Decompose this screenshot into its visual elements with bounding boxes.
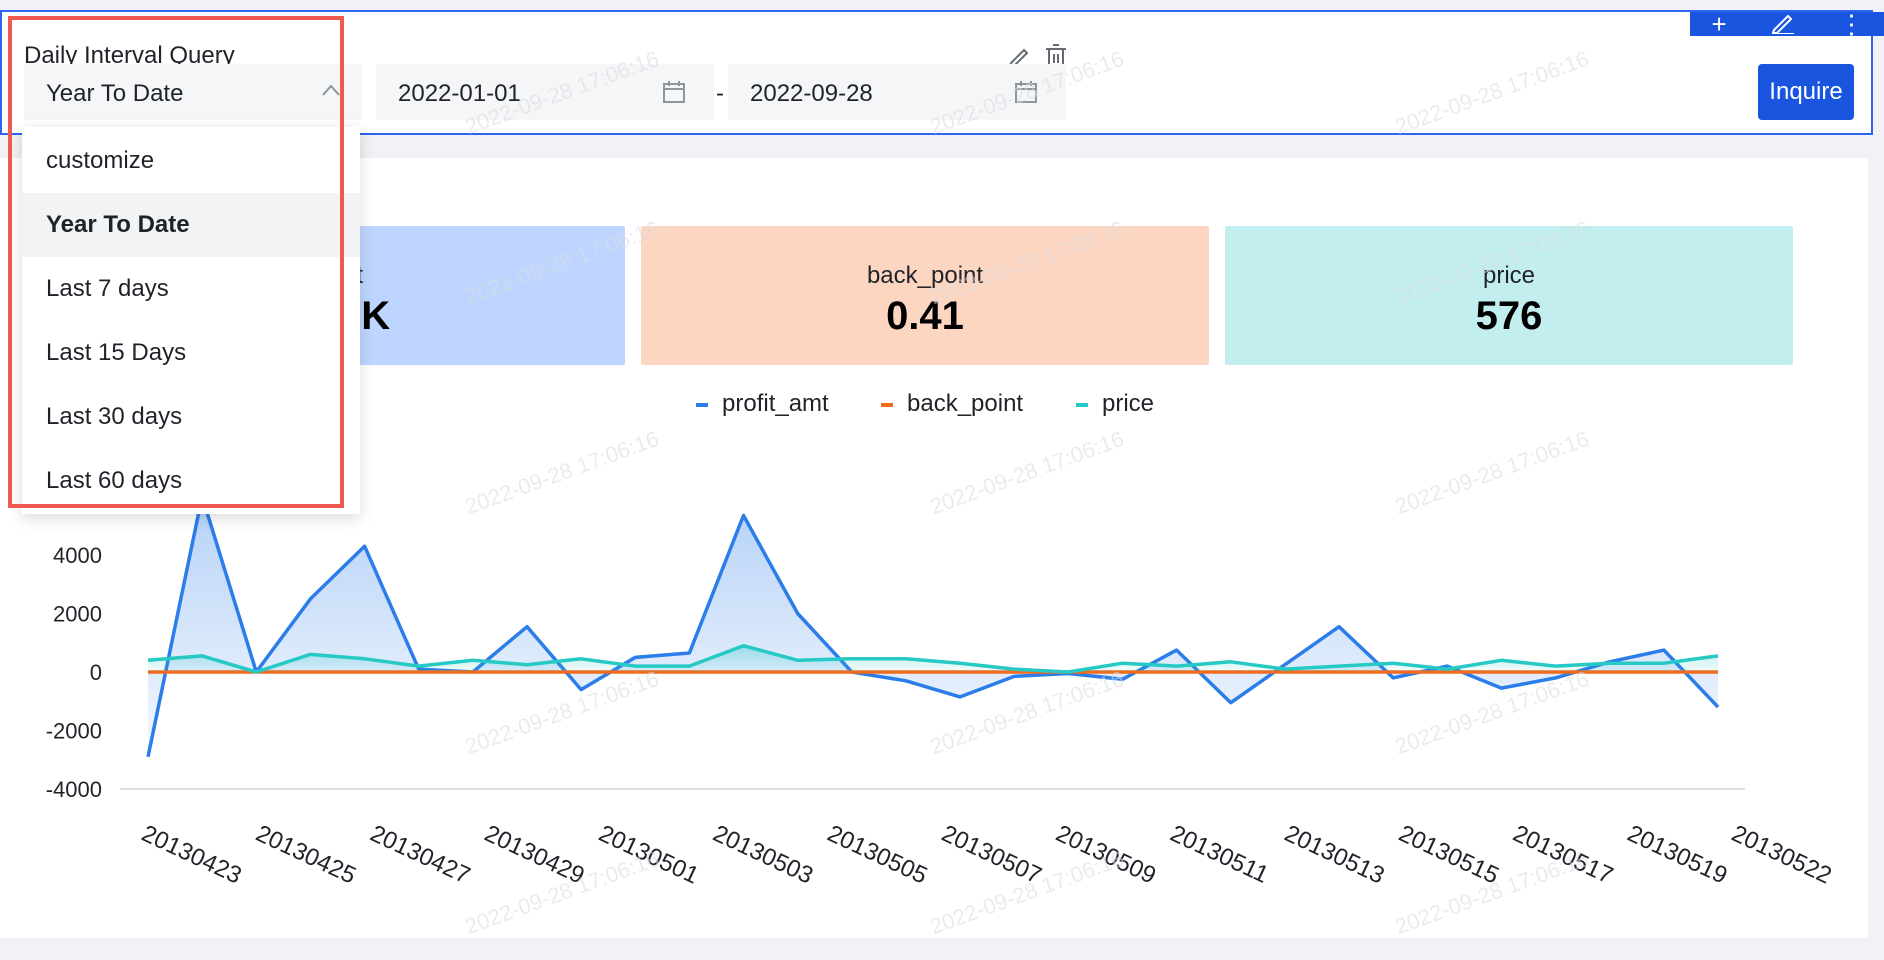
x-tick-label: 20130429 <box>480 820 588 890</box>
y-tick-label: 0 <box>90 660 102 685</box>
legend-item-profit-amt[interactable]: profit_amt <box>696 390 829 418</box>
editor-toolbar: + ⋮ <box>1690 9 1884 39</box>
y-tick-label: -2000 <box>46 719 102 744</box>
dropdown-option[interactable]: customize <box>46 147 155 174</box>
legend-swatch <box>1076 402 1088 407</box>
series-area <box>148 496 1718 757</box>
dropdown-option[interactable]: Last 15 Days <box>46 339 187 366</box>
legend-item-back-point[interactable]: back_point <box>881 390 1023 418</box>
metric-value: 576 <box>1475 294 1543 338</box>
x-tick-label: 20130509 <box>1052 820 1160 890</box>
inquire-button[interactable]: Inquire <box>1758 64 1854 120</box>
x-tick-label: 20130425 <box>252 820 360 890</box>
dropdown-option[interactable]: Last 60 days <box>46 467 183 494</box>
start-date-field[interactable]: 2022-01-01 <box>376 64 714 120</box>
more-icon[interactable]: ⋮ <box>1838 9 1865 39</box>
metric-card-back-point: back_point 0.41 <box>641 226 1209 365</box>
x-tick-label: 20130501 <box>595 820 703 890</box>
x-tick-label: 20130519 <box>1623 820 1731 890</box>
range-select-value: Year To Date <box>46 80 184 107</box>
metric-label: back_point <box>866 262 984 289</box>
metric-value: 0.41 <box>886 294 964 338</box>
x-tick-label: 20130522 <box>1727 820 1835 890</box>
end-date-field[interactable]: 2022-09-28 <box>728 64 1066 120</box>
legend-label: back_point <box>907 390 1024 417</box>
y-tick-label: -4000 <box>46 777 102 802</box>
metric-label: nt <box>343 262 625 290</box>
x-tick-label: 20130515 <box>1395 820 1503 890</box>
range-select[interactable]: Year To Date <box>24 64 362 120</box>
metric-card-price: price 576 <box>1225 226 1793 365</box>
start-date-value: 2022-01-01 <box>398 80 521 107</box>
delete-icon[interactable] <box>1044 44 1068 75</box>
metric-card-profit: nt 3K <box>325 226 625 365</box>
y-tick-label: 4000 <box>53 543 102 568</box>
filter-panel: + ⋮ Daily Interval Query Year To Date 20… <box>0 10 1884 135</box>
date-separator: - <box>716 80 724 107</box>
edit-icon[interactable] <box>1770 12 1796 37</box>
dropdown-option[interactable]: Last 30 days <box>46 403 183 430</box>
metric-value: 3K <box>339 294 391 338</box>
x-tick-label: 20130427 <box>366 820 474 890</box>
x-tick-label: 20130505 <box>823 820 931 890</box>
range-dropdown: customize Year To Date Last 7 days Last 15 … <box>22 127 360 514</box>
chevron-up-icon <box>320 80 342 107</box>
end-date-value: 2022-09-28 <box>750 80 873 107</box>
legend-label: price <box>1102 390 1155 417</box>
legend-swatch <box>696 402 708 407</box>
metric-label: price <box>1482 262 1536 289</box>
series-area <box>148 645 1718 672</box>
calendar-icon <box>1014 81 1038 108</box>
plus-icon[interactable]: + <box>1711 9 1727 39</box>
x-tick-label: 20130503 <box>709 820 817 890</box>
dropdown-option[interactable]: Year To Date <box>22 193 360 257</box>
legend-item-price[interactable]: price <box>1076 390 1154 418</box>
x-tick-label: 20130513 <box>1280 820 1388 890</box>
legend-label: profit_amt <box>722 390 829 417</box>
y-tick-label: 2000 <box>53 602 102 627</box>
calendar-icon <box>662 81 686 108</box>
dropdown-option[interactable]: Last 7 days <box>46 275 169 302</box>
x-tick-label: 20130507 <box>937 820 1045 890</box>
legend-swatch <box>881 402 893 407</box>
series-line <box>147 643 1719 674</box>
x-tick-label: 20130423 <box>137 820 245 890</box>
x-tick-label: 20130517 <box>1509 820 1617 890</box>
x-tick-label: 20130511 <box>1166 820 1273 889</box>
